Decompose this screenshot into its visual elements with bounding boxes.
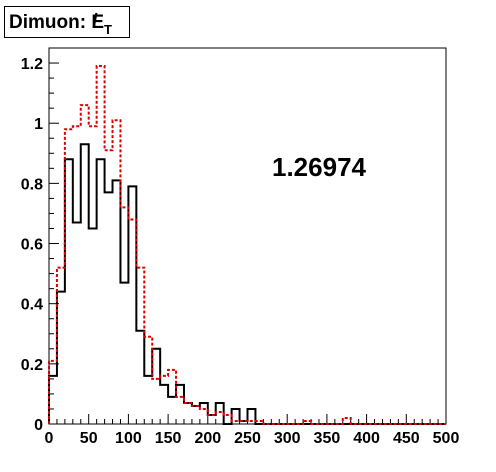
title-met-symbol: E / bbox=[91, 11, 105, 33]
y-tick-label: 0.6 bbox=[21, 237, 43, 254]
x-tick-label: 450 bbox=[393, 430, 420, 447]
y-tick-label: 0.2 bbox=[21, 357, 43, 374]
x-tick-label: 350 bbox=[314, 430, 341, 447]
x-tick-label: 150 bbox=[155, 430, 182, 447]
histogram-solid-black bbox=[48, 143, 446, 425]
x-tick-label: 250 bbox=[234, 430, 261, 447]
x-tick-labels: 0 50 100 150 200 250 300 350 400 450 500 bbox=[45, 430, 460, 447]
x-tick-label: 200 bbox=[194, 430, 221, 447]
y-tick-label: 0.8 bbox=[21, 176, 43, 193]
y-tick-label: 1 bbox=[34, 116, 43, 133]
x-tick-label: 400 bbox=[353, 430, 380, 447]
title-prefix: Dimuon: bbox=[9, 12, 92, 33]
y-tick-labels: 0 0.2 0.4 0.6 0.8 1 1.2 bbox=[21, 56, 43, 434]
plot-frame bbox=[48, 47, 447, 425]
chart-title-box: Dimuon: E / T bbox=[4, 6, 130, 38]
title-subscript: T bbox=[104, 22, 112, 37]
x-tick-label: 100 bbox=[115, 430, 142, 447]
x-tick-label: 500 bbox=[433, 430, 460, 447]
histogram-series bbox=[48, 65, 446, 425]
x-tick-label: 300 bbox=[274, 430, 301, 447]
x-tick-label: 50 bbox=[80, 430, 98, 447]
y-tick-label: 0 bbox=[34, 417, 43, 434]
y-tick-label: 1.2 bbox=[21, 56, 43, 73]
chart-title: Dimuon: E / T bbox=[9, 11, 112, 37]
histogram-dotted-red bbox=[48, 65, 446, 425]
x-tick-label: 0 bbox=[45, 430, 54, 447]
ratio-annotation: 1.26974 bbox=[272, 152, 366, 182]
y-tick-label: 0.4 bbox=[21, 297, 43, 314]
